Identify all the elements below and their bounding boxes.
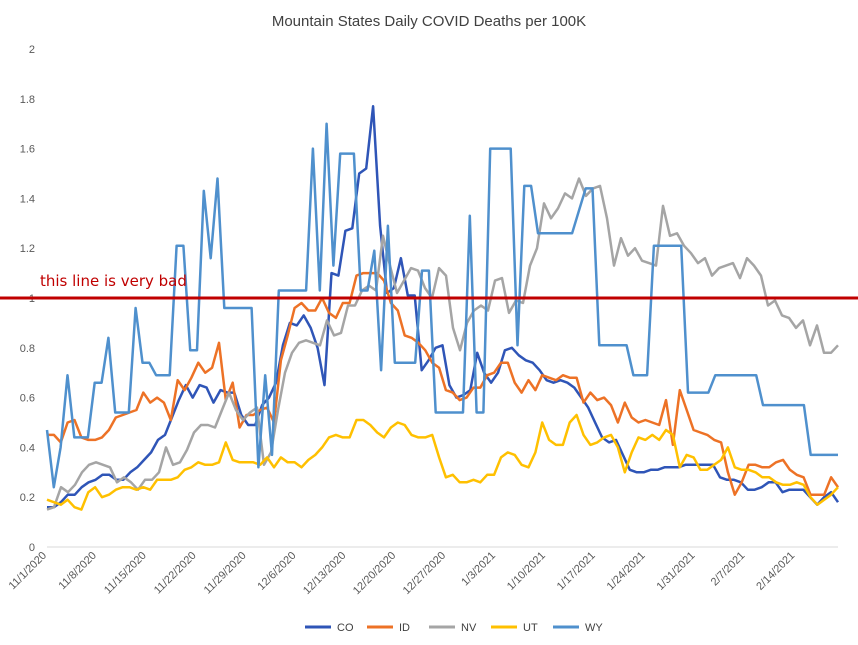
y-tick-label: 1.6 — [20, 144, 35, 156]
series-line-ut — [46, 413, 839, 511]
y-tick-label: 1.2 — [20, 243, 35, 255]
series-line-wy — [45, 122, 838, 489]
y-tick-label: 0 — [29, 542, 35, 554]
series-line-co — [47, 105, 840, 509]
series-line-nv — [46, 177, 839, 511]
legend-label-wy: WY — [585, 622, 603, 634]
legend-label-nv: NV — [461, 622, 477, 634]
legend-label-co: CO — [337, 622, 354, 634]
y-tick-label: 1.8 — [20, 94, 35, 106]
chart-title: Mountain States Daily COVID Deaths per 1… — [272, 13, 586, 30]
y-tick-label: 1.4 — [20, 193, 35, 205]
y-tick-label: 0.6 — [20, 393, 35, 405]
series-line-id — [47, 271, 840, 496]
y-axis-ticks: 00.20.40.60.811.21.41.61.82 — [20, 44, 35, 554]
y-tick-label: 0.4 — [20, 442, 35, 454]
legend-label-id: ID — [399, 622, 410, 634]
legend-label-ut: UT — [523, 622, 538, 634]
reference-line-label: this line is very bad — [40, 272, 187, 290]
y-tick-label: 0.8 — [20, 343, 35, 355]
y-tick-label: 0.2 — [20, 492, 35, 504]
y-tick-label: 2 — [29, 44, 35, 56]
legend: CO ID NV UT WY — [305, 622, 603, 634]
series-lines — [45, 105, 840, 511]
